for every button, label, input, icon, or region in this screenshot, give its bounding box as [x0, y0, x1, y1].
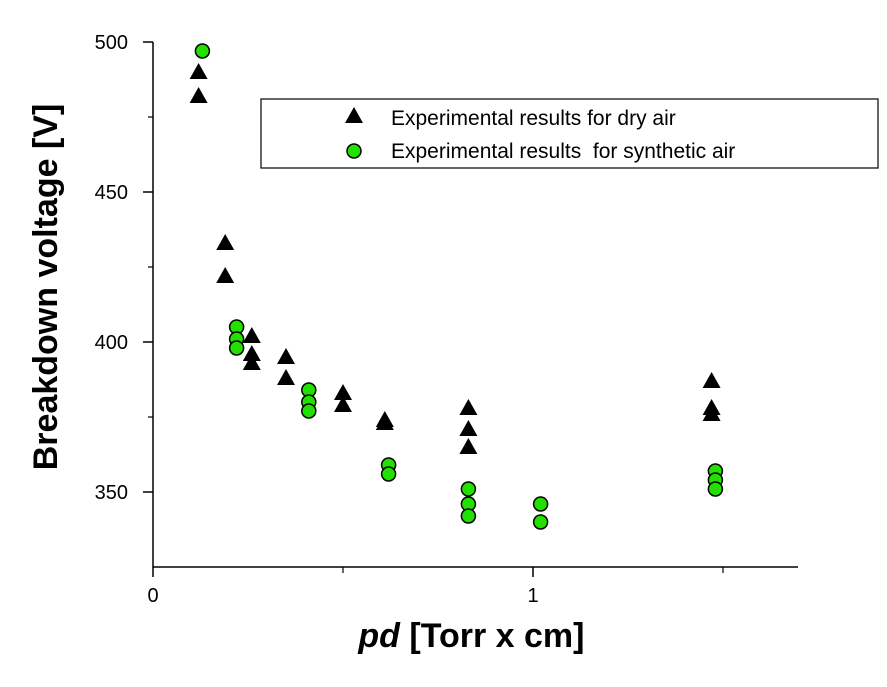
legend-label-dry-air: Experimental results for dry air	[391, 107, 676, 130]
y-tick-label: 450	[95, 182, 128, 204]
data-point-dry-air	[216, 234, 235, 250]
legend-triangle-icon	[345, 107, 363, 123]
data-point-dry-air	[242, 345, 261, 361]
data-point-dry-air	[189, 63, 208, 79]
y-tick-label: 350	[95, 482, 128, 504]
data-point-synthetic-air	[460, 481, 477, 497]
data-point-synthetic-air	[301, 403, 317, 419]
data-point-synthetic-air	[380, 466, 397, 482]
data-point-dry-air	[189, 87, 208, 103]
data-point-dry-air	[242, 327, 261, 343]
legend-label-synthetic-air: Experimental results for synthetic air	[391, 140, 735, 163]
data-point-dry-air	[277, 348, 295, 364]
data-point-dry-air	[277, 369, 295, 385]
x-tick-label: 1	[527, 585, 538, 607]
data-point-dry-air	[375, 414, 394, 430]
legend: Experimental results for dry air Experim…	[260, 98, 879, 169]
data-point-synthetic-air	[532, 514, 549, 530]
data-point-dry-air	[459, 420, 478, 436]
data-point-synthetic-air	[228, 340, 245, 356]
x-tick-label: 0	[147, 585, 158, 607]
x-axis-title-rest: [Torr x cm]	[400, 617, 585, 655]
legend-circle-icon	[346, 143, 362, 159]
data-point-dry-air	[702, 405, 721, 421]
data-point-synthetic-air	[707, 481, 724, 497]
y-axis-title: Breakdown voltage [V]	[27, 104, 65, 471]
data-point-synthetic-air	[460, 508, 477, 524]
x-axis-title-italic: pd	[357, 617, 401, 655]
data-point-synthetic-air	[194, 43, 211, 59]
legend-box	[260, 98, 879, 169]
data-point-dry-air	[459, 399, 478, 415]
data-points	[189, 43, 724, 530]
y-tick-label: 500	[95, 32, 128, 54]
data-point-dry-air	[216, 267, 235, 283]
data-point-dry-air	[459, 438, 478, 454]
data-point-dry-air	[702, 372, 721, 388]
x-axis-title: pd [Torr x cm]	[311, 617, 613, 655]
data-point-dry-air	[334, 384, 352, 400]
ticks: 350 400 450 500 0 1	[95, 32, 724, 607]
data-point-dry-air	[334, 396, 352, 412]
data-point-synthetic-air	[532, 496, 549, 512]
y-tick-label: 400	[95, 332, 128, 354]
data-point-dry-air	[242, 354, 261, 370]
axes: 350 400 450 500 0 1	[95, 32, 798, 607]
